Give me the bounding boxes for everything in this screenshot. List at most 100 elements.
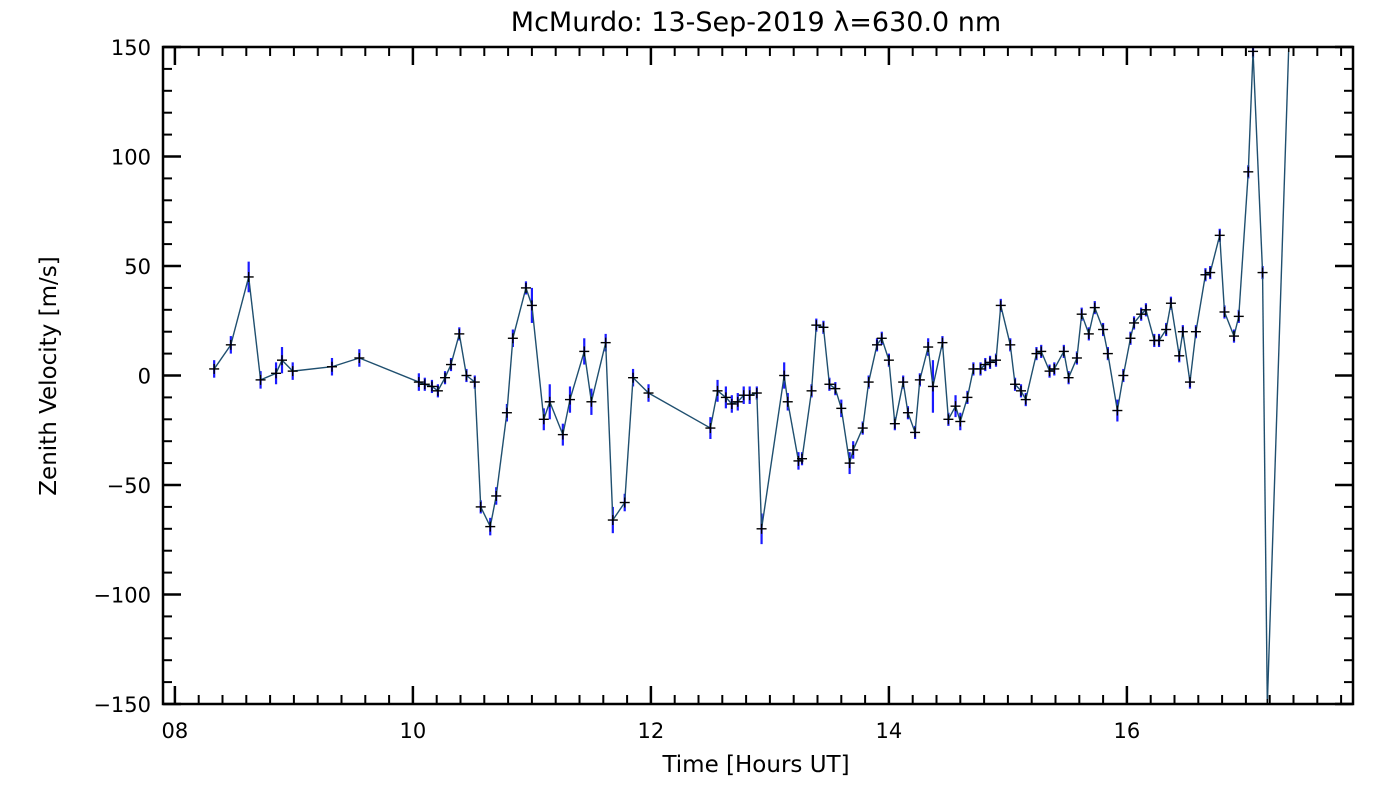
series-line-segment — [1133, 313, 1142, 324]
data-point — [1205, 267, 1216, 278]
data-point — [579, 346, 590, 357]
series-line-segment — [1209, 235, 1221, 273]
data-point — [1136, 309, 1147, 320]
data-point — [824, 379, 835, 390]
series-line-segment — [444, 364, 452, 378]
series-line-segment — [1170, 303, 1180, 356]
data-point — [586, 396, 597, 407]
y-tick-label: 150 — [111, 36, 151, 60]
series-line-segment — [787, 401, 800, 462]
series-line-segment — [980, 364, 986, 370]
data-point — [1083, 328, 1094, 339]
data-point — [726, 398, 737, 409]
series-line-segment — [881, 338, 890, 361]
series-line-segment — [1261, 272, 1269, 704]
series-line-segment — [1107, 353, 1119, 411]
data-point — [1031, 348, 1042, 359]
series-line-segment — [894, 381, 904, 424]
data-point — [756, 523, 767, 534]
series-line-segment — [450, 333, 460, 365]
series-line-segment — [531, 305, 545, 420]
data-point — [1161, 324, 1172, 335]
data-point — [844, 458, 855, 469]
data-point — [255, 374, 266, 385]
data-point — [1098, 324, 1109, 335]
data-point — [712, 385, 723, 396]
data-point — [1044, 366, 1055, 377]
series-line-segment — [480, 506, 491, 527]
data-point — [1177, 326, 1188, 337]
series-line-segment — [902, 381, 909, 413]
series-line-segment — [275, 359, 283, 374]
data-point — [1233, 311, 1244, 322]
series-line-segment — [927, 346, 934, 387]
series-line-segment — [331, 357, 360, 368]
data-point — [526, 300, 537, 311]
y-axis-label: Zenith Velocity [m/s] — [36, 256, 62, 495]
data-point — [962, 392, 973, 403]
series-line-segment — [1165, 303, 1172, 330]
plot-frame — [161, 45, 1355, 706]
series-line-segment — [834, 388, 842, 409]
data-point — [705, 423, 716, 434]
y-tick-label: −50 — [107, 474, 151, 498]
series-line-segment — [932, 342, 944, 387]
data-point — [779, 370, 790, 381]
data-point — [811, 320, 822, 331]
data-point — [619, 497, 630, 508]
series-line-segment — [867, 344, 878, 383]
data-point — [485, 521, 496, 532]
x-axis-tick-labels: 08 10 12 14 16 — [162, 719, 1141, 743]
series-line-segment — [828, 383, 836, 390]
data-point — [744, 390, 755, 401]
data-point — [520, 282, 531, 293]
x-tick-label: 12 — [638, 719, 665, 743]
series-line-segment — [1009, 344, 1016, 385]
y-tick-label: −100 — [93, 584, 151, 608]
data-point — [955, 416, 966, 427]
data-point — [1089, 302, 1100, 313]
data-point — [600, 337, 611, 348]
data-point — [830, 383, 841, 394]
series-line-segment — [506, 338, 514, 413]
data-point — [564, 394, 575, 405]
data-point — [277, 355, 287, 366]
series-line-segment — [907, 412, 916, 433]
series-line-segment — [959, 397, 969, 422]
data-point — [1076, 309, 1087, 320]
data-point — [544, 396, 555, 407]
data-point — [440, 372, 451, 383]
series-line-segment — [562, 399, 571, 435]
series-line-segment — [1076, 314, 1083, 359]
series-line-segment — [569, 351, 585, 400]
y-tick-label: 50 — [124, 255, 151, 279]
series-line-segment — [437, 377, 446, 392]
data-point-markers — [209, 47, 1294, 704]
error-bars — [213, 47, 1264, 545]
data-point — [538, 414, 549, 425]
x-axis-label: Time [Hours UT] — [661, 752, 849, 778]
y-axis-tick-labels: −150 −100 −50 0 50 100 150 — [93, 36, 151, 717]
data-point — [469, 377, 480, 388]
data-point — [902, 407, 913, 418]
x-tick-label: 16 — [1114, 719, 1141, 743]
x-tick-label: 08 — [162, 719, 189, 743]
data-point — [751, 388, 762, 399]
data-point — [1112, 405, 1123, 416]
data-point — [943, 414, 954, 425]
data-point — [1140, 304, 1151, 315]
series-line-segment — [612, 502, 626, 521]
data-point — [445, 359, 456, 370]
data-point — [501, 407, 512, 418]
data-point — [413, 377, 424, 388]
data-point — [720, 392, 731, 403]
series-line-segment — [1252, 51, 1264, 273]
data-point — [836, 403, 847, 414]
series-line-segment — [1014, 383, 1022, 392]
series-line-segment — [717, 390, 727, 398]
data-point — [991, 355, 1001, 366]
data-point — [937, 337, 948, 348]
data-point — [461, 370, 472, 381]
series-line-segment — [1063, 351, 1070, 378]
